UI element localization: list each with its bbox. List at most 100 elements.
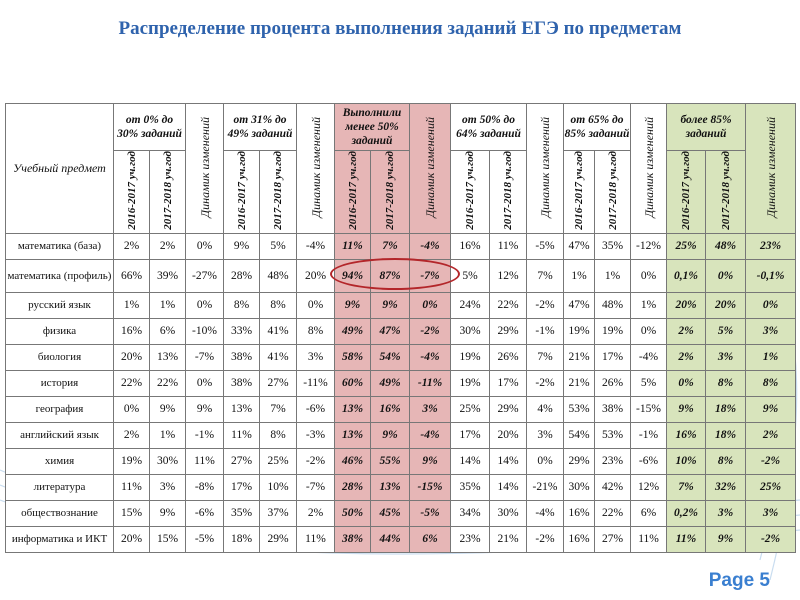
table-row: информатика и ИКТ 20% 15% -5% 18% 29% 11% 38% 44…	[5, 525, 797, 553]
subject-cell: литература	[5, 473, 114, 501]
value-cell: 20%	[113, 343, 150, 371]
value-cell: 11%	[489, 232, 528, 260]
value-cell: 29%	[489, 395, 528, 423]
value-cell: 18%	[705, 395, 747, 423]
value-cell: 7%	[526, 258, 565, 293]
value-cell: 53%	[594, 421, 632, 449]
value-cell: 54%	[369, 343, 411, 371]
value-cell: 6%	[630, 499, 668, 527]
dynamics-label: Динамик изменений	[197, 116, 212, 218]
subject-cell: английский язык	[5, 421, 114, 449]
value-cell: 9%	[149, 395, 186, 423]
year-label: 2016-2017 уч.год	[464, 151, 477, 230]
group-header: от 50% до 64% заданий	[450, 103, 528, 151]
subject-header: Учебный предмет	[5, 103, 114, 234]
table-row: география 0% 9% 9% 13% 7% -6% 13% 16% 3% 25% 29% 4% 5…	[5, 395, 797, 423]
value-cell: 0,2%	[666, 499, 707, 527]
value-cell: 19%	[594, 317, 632, 345]
value-cell: 9%	[705, 525, 747, 553]
value-cell: 8%	[296, 317, 335, 345]
value-cell: 11%	[223, 421, 260, 449]
value-cell: -15%	[409, 473, 452, 501]
value-cell: 0%	[409, 291, 452, 319]
value-cell: 14%	[489, 473, 528, 501]
value-cell: -4%	[526, 499, 565, 527]
value-cell: 21%	[563, 369, 596, 397]
value-cell: 12%	[630, 473, 668, 501]
value-cell: 41%	[259, 343, 297, 371]
year-header: 2017-2018 уч.год	[369, 150, 411, 234]
year-header: 2017-2018 уч.год	[259, 150, 297, 234]
value-cell: 17%	[594, 343, 632, 371]
value-cell: 44%	[369, 525, 411, 553]
value-cell: 87%	[369, 258, 411, 293]
value-cell: 22%	[489, 291, 528, 319]
subject-cell: русский язык	[5, 291, 114, 319]
value-cell: 48%	[259, 258, 297, 293]
year-label: 2017-2018 уч.год	[161, 151, 174, 230]
value-cell: 8%	[745, 369, 797, 397]
value-cell: -7%	[296, 473, 335, 501]
value-cell: -3%	[296, 421, 335, 449]
value-cell: 8%	[259, 291, 297, 319]
value-cell: 17%	[489, 369, 528, 397]
value-cell: 28%	[223, 258, 260, 293]
value-cell: 30%	[450, 317, 491, 345]
value-cell: 33%	[223, 317, 260, 345]
value-cell: 29%	[259, 525, 297, 553]
value-cell: 2%	[113, 421, 150, 449]
value-cell: 49%	[334, 317, 371, 345]
value-cell: 11%	[296, 525, 335, 553]
value-cell: 21%	[489, 525, 528, 553]
value-cell: -21%	[526, 473, 565, 501]
value-cell: 19%	[113, 447, 150, 475]
value-cell: 10%	[666, 447, 707, 475]
value-cell: 11%	[666, 525, 707, 553]
value-cell: -2%	[296, 447, 335, 475]
value-cell: 3%	[409, 395, 452, 423]
table-row: математика (база) 2% 2% 0% 9% 5% -4% 11% 7% -4% 16…	[5, 232, 797, 260]
subject-cell: информатика и ИКТ	[5, 525, 114, 553]
value-cell: 13%	[149, 343, 186, 371]
dynamics-label: Динамик изменений	[641, 116, 656, 218]
value-cell: 9%	[334, 291, 371, 319]
value-cell: 0%	[185, 369, 224, 397]
dynamics-header: Динамик изменений	[745, 103, 797, 234]
value-cell: 8%	[705, 447, 747, 475]
year-header: 2016-2017 уч.год	[334, 150, 371, 234]
value-cell: -15%	[630, 395, 668, 423]
value-cell: -27%	[185, 258, 224, 293]
value-cell: 32%	[705, 473, 747, 501]
value-cell: 27%	[594, 525, 632, 553]
value-cell: 48%	[705, 232, 747, 260]
value-cell: -6%	[296, 395, 335, 423]
table-row: биология 20% 13% -7% 38% 41% 3% 58% 54% -4% 19% 26%…	[5, 343, 797, 371]
table-row: история 22% 22% 0% 38% 27% -11% 60% 49% -11% 19% 17…	[5, 369, 797, 397]
value-cell: 11%	[630, 525, 668, 553]
value-cell: 26%	[489, 343, 528, 371]
value-cell: 3%	[526, 421, 565, 449]
value-cell: 22%	[113, 369, 150, 397]
value-cell: 0,1%	[666, 258, 707, 293]
header-row-groups: Учебный предмет от 0% до 30% заданий Динам…	[5, 103, 797, 234]
subject-cell: математика (база)	[5, 232, 114, 260]
table-row: химия 19% 30% 11% 27% 25% -2% 46% 55% 9% 14% 14% 0% 2…	[5, 447, 797, 475]
value-cell: -10%	[185, 317, 224, 345]
value-cell: 29%	[489, 317, 528, 345]
dynamics-label: Динамик изменений	[763, 116, 778, 218]
value-cell: 38%	[223, 343, 260, 371]
table-row: обществознание 15% 9% -6% 35% 37% 2% 50% 45% -5% 3…	[5, 499, 797, 527]
value-cell: 11%	[113, 473, 150, 501]
value-cell: 20%	[666, 291, 707, 319]
subject-cell: история	[5, 369, 114, 397]
value-cell: 30%	[563, 473, 596, 501]
value-cell: -6%	[185, 499, 224, 527]
value-cell: 2%	[296, 499, 335, 527]
value-cell: -7%	[185, 343, 224, 371]
value-cell: 47%	[563, 291, 596, 319]
year-label: 2017-2018 уч.год	[606, 151, 619, 230]
value-cell: 26%	[594, 369, 632, 397]
subject-cell: обществознание	[5, 499, 114, 527]
value-cell: 18%	[705, 421, 747, 449]
value-cell: 2%	[113, 232, 150, 260]
